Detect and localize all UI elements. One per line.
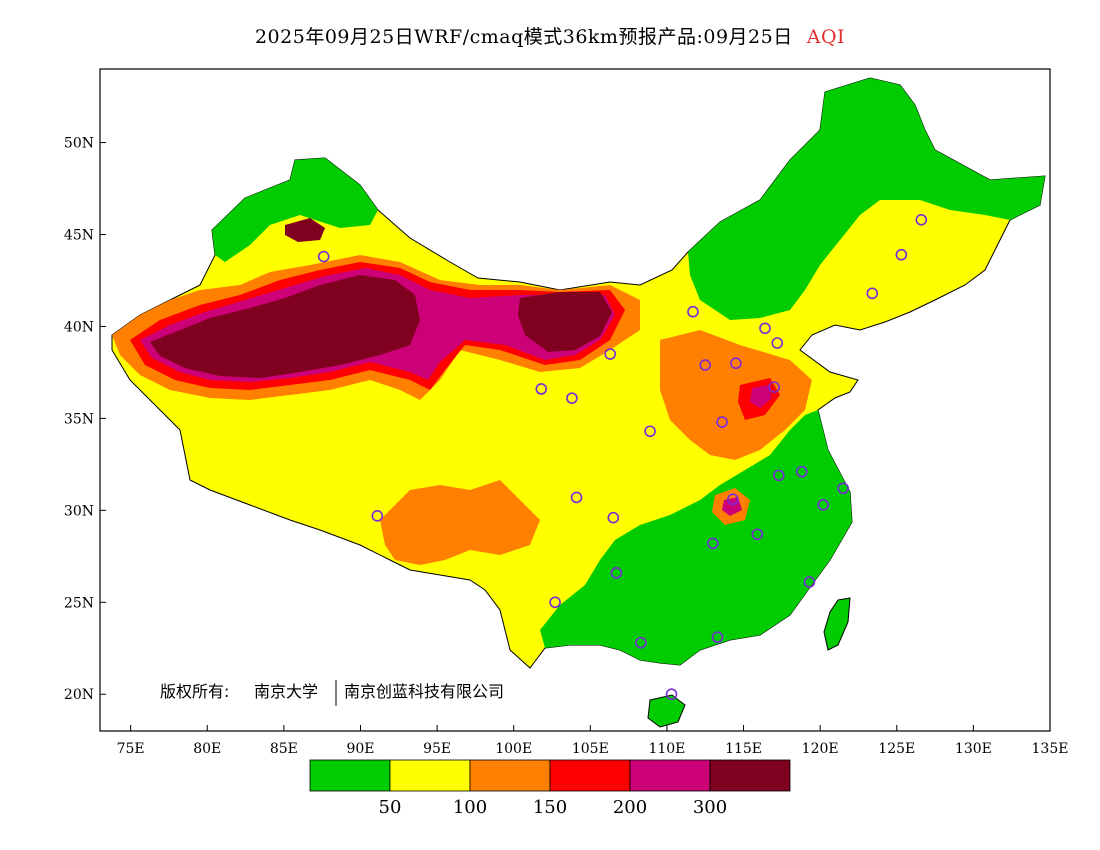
station-marker: [665, 688, 678, 701]
station-marker: [751, 528, 764, 541]
copyright-org2: 南京创蓝科技有限公司: [344, 682, 504, 701]
region-purple-central-plain: [750, 385, 772, 408]
x-tick-label: 90E: [346, 741, 374, 757]
x-tick-label: 110E: [648, 741, 685, 757]
legend-swatch: [709, 759, 791, 792]
y-axis: 50N 45N 40N 35N 30N 25N 20N: [64, 136, 106, 703]
station-marker: [759, 322, 771, 335]
station-marker: [771, 337, 784, 349]
station-marker: [570, 491, 583, 504]
color-legend: 50 100 150 200 300: [309, 759, 791, 818]
station-marker: [610, 567, 623, 579]
station-marker: [699, 359, 712, 371]
copyright-prefix: 版权所有:: [160, 682, 229, 701]
legend-label: 150: [533, 797, 567, 818]
copyright-note: 版权所有: 南京大学 南京创蓝科技有限公司: [160, 680, 504, 706]
station-marker: [730, 357, 742, 370]
station-marker: [716, 416, 728, 428]
legend-label: 300: [693, 797, 727, 818]
x-tick-label: 100E: [495, 741, 532, 757]
legend-swatch: [469, 759, 551, 792]
station-marker: [535, 383, 548, 395]
station-marker: [687, 305, 699, 318]
legend-swatch: [549, 759, 631, 792]
y-tick-label: 50N: [64, 136, 94, 152]
y-tick-label: 45N: [64, 228, 94, 244]
station-marker: [915, 213, 928, 226]
map-frame-border: [99, 68, 1051, 732]
station-marker: [644, 425, 656, 438]
station-marker: [371, 510, 384, 522]
legend-swatch: [389, 759, 471, 792]
y-tick-label: 30N: [64, 503, 94, 519]
station-marker: [768, 381, 780, 393]
y-tick-label: 40N: [64, 319, 94, 335]
station-marker: [837, 482, 849, 495]
station-marker: [607, 511, 620, 524]
region-maroon-alxa: [518, 292, 612, 352]
x-tick-label: 120E: [802, 741, 839, 757]
station-marker: [707, 537, 719, 550]
hainan-island: [647, 694, 686, 728]
station-marker: [566, 392, 578, 404]
y-tick-label: 25N: [64, 595, 94, 611]
x-tick-label: 105E: [572, 741, 609, 757]
y-tick-label: 35N: [64, 411, 94, 427]
legend-label: 200: [613, 797, 647, 818]
x-tick-label: 130E: [955, 741, 992, 757]
region-maroon-taklamakan: [150, 275, 420, 378]
station-marker: [727, 493, 739, 506]
region-green-northwest: [212, 158, 378, 262]
region-maroon-dzungaria: [285, 218, 325, 242]
x-tick-label: 80E: [193, 741, 221, 757]
title-variable: AQI: [806, 26, 846, 48]
x-axis: 75E 80E 85E 90E 95E 100E 105E 110E 115E 120E 125E 1…: [117, 725, 1069, 757]
copyright-org1: 南京大学: [254, 682, 318, 701]
x-tick-label: 75E: [117, 741, 145, 757]
station-marker: [895, 248, 908, 261]
station-marker: [711, 631, 724, 644]
station-marker: [604, 348, 617, 360]
legend-swatch: [629, 759, 711, 792]
x-tick-label: 95E: [423, 741, 451, 757]
station-marker: [772, 469, 785, 482]
map-title: 2025年09月25日WRF/cmaq模式36km预报产品:09月25日 AQI: [0, 22, 1100, 49]
legend-label: 100: [453, 797, 487, 818]
legend-label: 50: [379, 797, 402, 818]
station-marker: [317, 250, 330, 263]
station-marker: [635, 636, 647, 649]
x-tick-label: 135E: [1032, 741, 1069, 757]
x-tick-label: 125E: [878, 741, 915, 757]
region-orange-sichuan: [380, 480, 540, 565]
legend-swatch: [309, 759, 391, 792]
x-tick-label: 115E: [725, 741, 762, 757]
y-tick-label: 20N: [64, 687, 94, 703]
station-marker: [866, 287, 879, 300]
station-marker: [817, 499, 830, 511]
taiwan-island: [823, 597, 851, 651]
title-main: 2025年09月25日WRF/cmaq模式36km预报产品:09月25日: [254, 26, 793, 48]
region-orange-central-plain: [660, 330, 812, 460]
x-tick-label: 85E: [270, 741, 298, 757]
station-marker: [795, 465, 808, 478]
station-marker: [549, 596, 561, 609]
station-markers: [317, 213, 928, 701]
station-marker: [803, 576, 816, 588]
region-green-northeast: [688, 78, 1045, 320]
